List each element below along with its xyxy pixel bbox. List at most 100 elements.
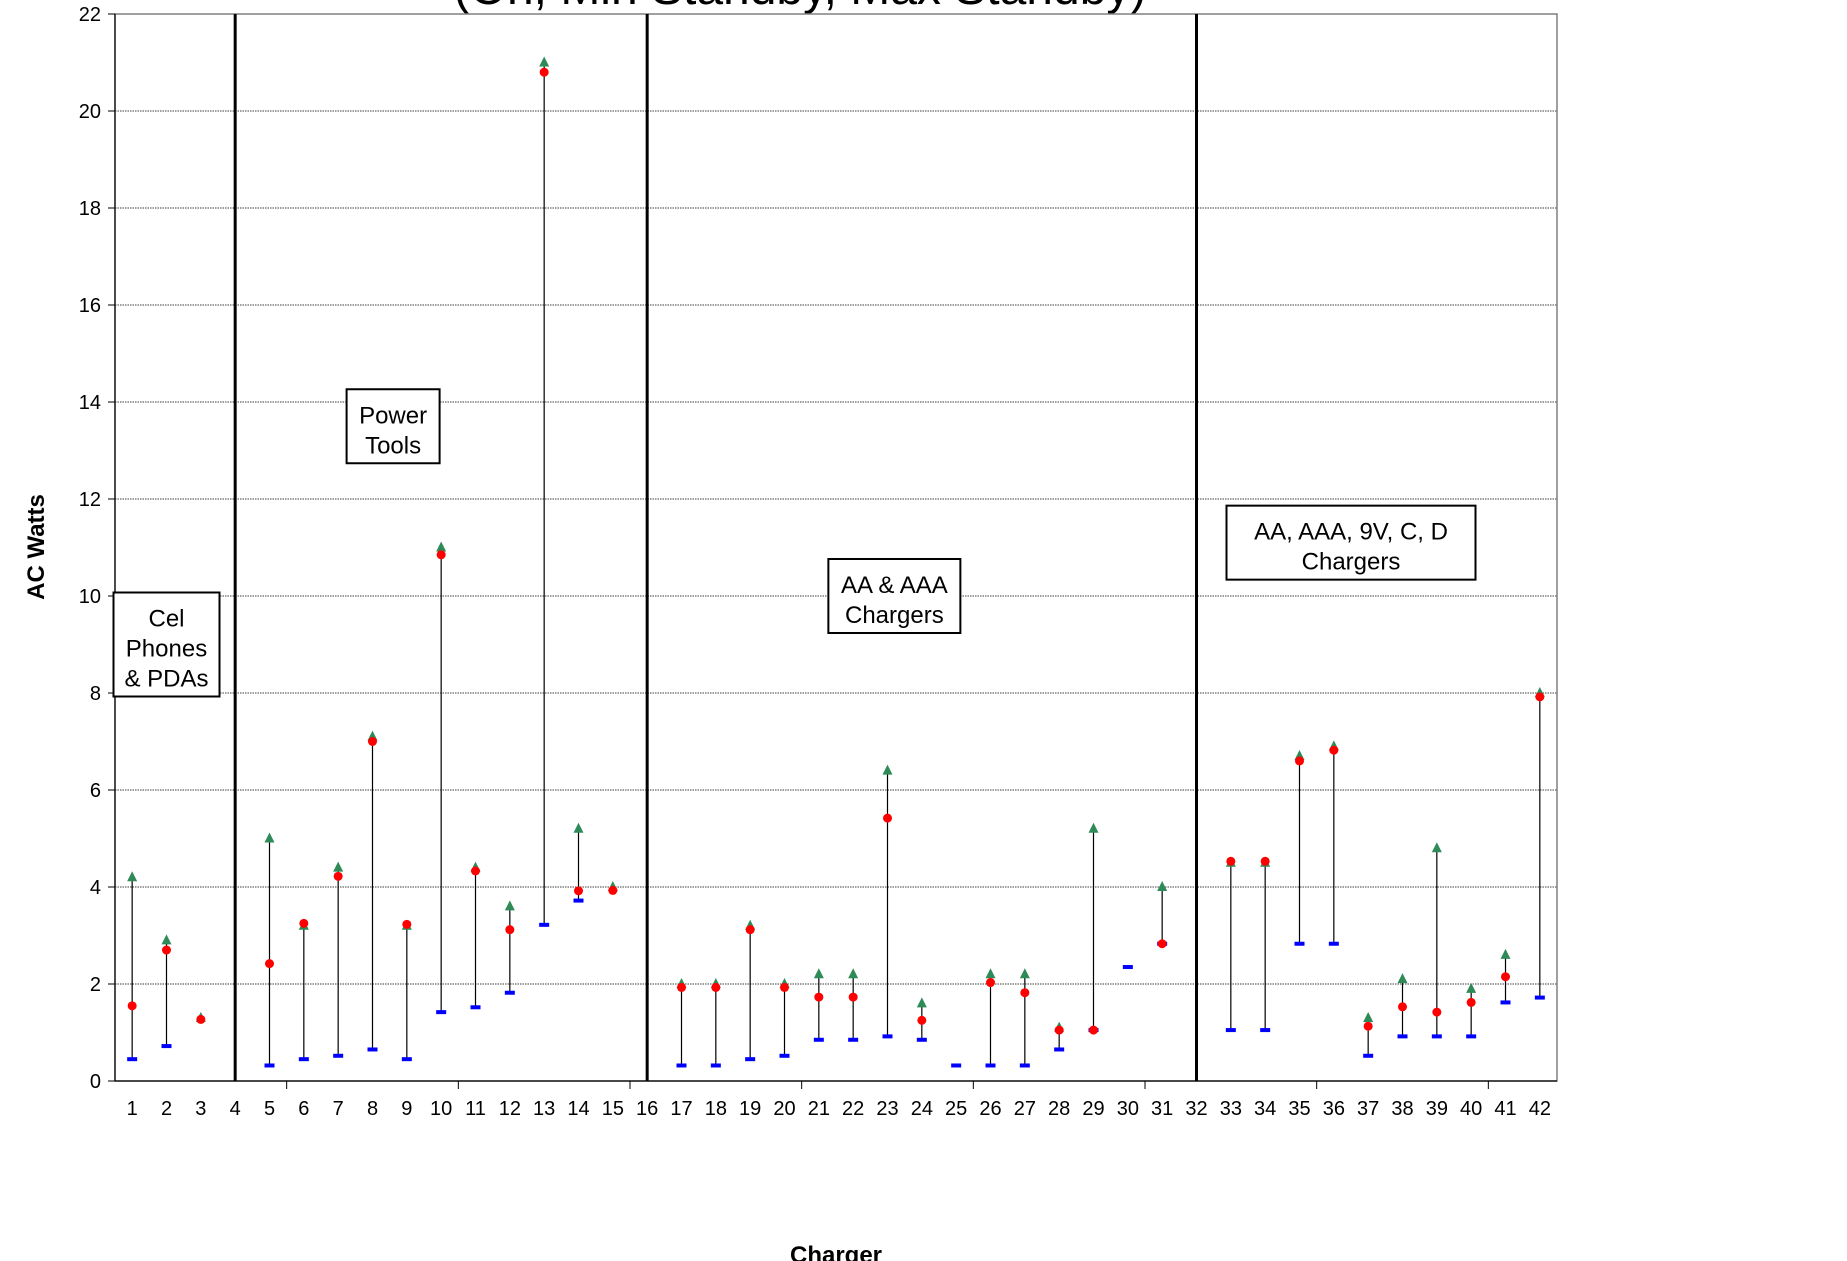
y-tick-label: 16 [79, 295, 101, 317]
min-standby-marker [848, 1038, 858, 1042]
on-marker [1398, 1002, 1407, 1011]
max-standby-marker [436, 542, 446, 552]
max-standby-marker [1398, 973, 1408, 983]
on-marker [368, 737, 377, 746]
max-standby-marker [1501, 949, 1511, 959]
min-standby-marker [574, 899, 584, 903]
annotation-text: Phones [126, 636, 207, 663]
max-standby-marker [848, 968, 858, 978]
max-standby-marker [539, 57, 549, 67]
on-marker [574, 886, 583, 895]
y-axis: 0246810121416182022 [79, 4, 115, 1093]
x-tick-label: 15 [602, 1098, 624, 1120]
x-tick-label: 19 [739, 1098, 761, 1120]
on-marker [128, 1001, 137, 1010]
on-marker [746, 925, 755, 934]
min-standby-marker [1020, 1063, 1030, 1067]
max-standby-marker [265, 833, 275, 843]
max-standby-marker [1363, 1012, 1373, 1022]
on-marker [1158, 939, 1167, 948]
min-standby-marker [505, 991, 515, 995]
min-standby-marker [1432, 1034, 1442, 1038]
x-tick-label: 10 [430, 1098, 452, 1120]
max-standby-marker [574, 823, 584, 833]
max-standby-marker [162, 934, 172, 944]
on-marker [471, 866, 480, 875]
min-standby-marker [677, 1063, 687, 1067]
x-tick-label: 41 [1494, 1098, 1516, 1120]
x-tick-label: 11 [465, 1098, 486, 1120]
on-marker [1020, 988, 1029, 997]
min-standby-marker [986, 1063, 996, 1067]
on-marker [1089, 1026, 1098, 1035]
min-standby-marker [1295, 942, 1305, 946]
max-standby-marker [1020, 968, 1030, 978]
annotation-text: & PDAs [124, 666, 208, 693]
section-dividers [235, 14, 1196, 1081]
min-standby-marker [745, 1057, 755, 1061]
x-tick-label: 12 [499, 1098, 521, 1120]
min-standby-marker [814, 1038, 824, 1042]
on-marker [1364, 1022, 1373, 1031]
min-standby-marker [1501, 1000, 1511, 1004]
y-tick-label: 0 [90, 1071, 101, 1093]
x-tick-label: 24 [911, 1098, 933, 1120]
x-tick-label: 18 [705, 1098, 727, 1120]
x-tick-label: 1 [127, 1098, 138, 1120]
x-tick-label: 30 [1117, 1098, 1139, 1120]
on-marker [849, 993, 858, 1002]
x-tick-label: 14 [567, 1098, 589, 1120]
y-tick-label: 12 [79, 489, 101, 511]
min-standby-marker [1226, 1028, 1236, 1032]
on-marker [780, 983, 789, 992]
min-standby-marker [1535, 996, 1545, 1000]
min-standby-marker [299, 1057, 309, 1061]
annotation-text: Cel [148, 606, 184, 633]
x-tick-label: 28 [1048, 1098, 1070, 1120]
min-standby-marker [1329, 942, 1339, 946]
annotation-text: Chargers [1302, 549, 1401, 576]
y-tick-label: 2 [90, 974, 101, 996]
annotation-text: Tools [365, 432, 421, 459]
on-marker [1226, 857, 1235, 866]
on-marker [1432, 1008, 1441, 1017]
min-standby-marker [471, 1005, 481, 1009]
x-tick-label: 39 [1426, 1098, 1448, 1120]
max-standby-marker [333, 862, 343, 872]
min-standby-marker [917, 1038, 927, 1042]
min-standby-marker [1466, 1034, 1476, 1038]
max-standby-marker [1089, 823, 1099, 833]
x-tick-label: 34 [1254, 1098, 1276, 1120]
min-standby-marker [402, 1057, 412, 1061]
on-marker [883, 814, 892, 823]
y-tick-label: 14 [79, 392, 101, 414]
on-marker [540, 68, 549, 77]
on-marker [299, 919, 308, 928]
x-tick-label: 40 [1460, 1098, 1482, 1120]
min-standby-marker [1123, 965, 1133, 969]
y-axis-title: AC Watts [23, 494, 50, 600]
on-marker [1055, 1026, 1064, 1035]
max-standby-marker [1432, 842, 1442, 852]
x-axis: 1 2 3 4 5 6 7 8 9 10 11 12 13 14 15 16 17 18 19 20 21 22 23 24 2… [115, 1081, 1557, 1120]
x-tick-label: 35 [1288, 1098, 1310, 1120]
on-marker [1261, 857, 1270, 866]
on-marker [1501, 972, 1510, 981]
on-marker [265, 959, 274, 968]
min-standby-marker [368, 1047, 378, 1051]
on-marker [334, 872, 343, 881]
min-standby-marker [951, 1063, 961, 1067]
x-tick-label: 25 [945, 1098, 967, 1120]
annotation-text: Chargers [845, 602, 944, 629]
x-tick-label: 42 [1529, 1098, 1551, 1120]
on-marker [711, 983, 720, 992]
x-tick-label: 4 [230, 1098, 241, 1120]
min-standby-marker [539, 923, 549, 927]
max-standby-marker [883, 765, 893, 775]
x-tick-label: 13 [533, 1098, 555, 1120]
y-tick-label: 10 [79, 586, 101, 608]
on-marker [505, 925, 514, 934]
on-marker [196, 1015, 205, 1024]
x-tick-label: 23 [876, 1098, 898, 1120]
